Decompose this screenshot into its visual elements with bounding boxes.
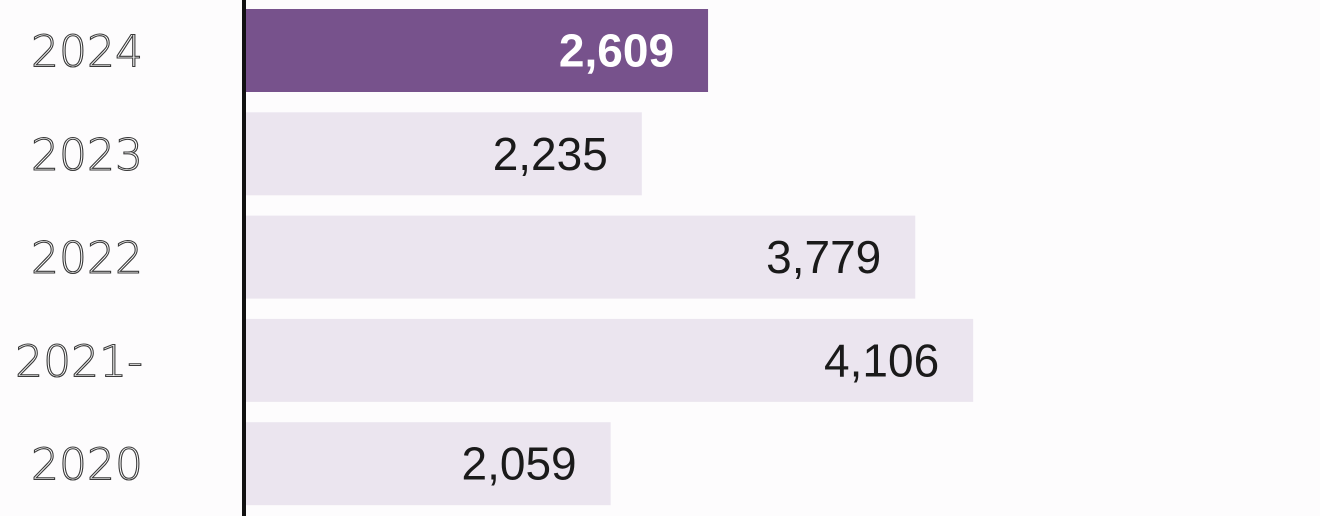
value-label: 2,235 [493, 128, 608, 180]
category-labels-layer: 2024 2023 2022 2021- 2020 [15, 26, 144, 491]
value-label: 3,779 [766, 231, 881, 283]
bars-layer [246, 9, 974, 506]
bar-2024 [246, 9, 709, 92]
category-label: 2022 [31, 233, 143, 284]
value-label: 2,609 [559, 25, 674, 77]
bar-2021 [246, 318, 974, 402]
value-label: 4,106 [824, 334, 939, 386]
bar-2023 [246, 112, 642, 196]
value-label: 2,059 [462, 438, 577, 490]
category-label: 2021- [15, 336, 143, 387]
category-label: 2020 [31, 440, 143, 491]
category-label: 2024 [31, 27, 143, 78]
category-label: 2023 [31, 130, 143, 181]
value-labels-layer: 2,609 2,235 3,779 4,106 2,059 [462, 25, 940, 490]
bar-2020 [246, 422, 611, 506]
bar-2022 [246, 215, 916, 299]
